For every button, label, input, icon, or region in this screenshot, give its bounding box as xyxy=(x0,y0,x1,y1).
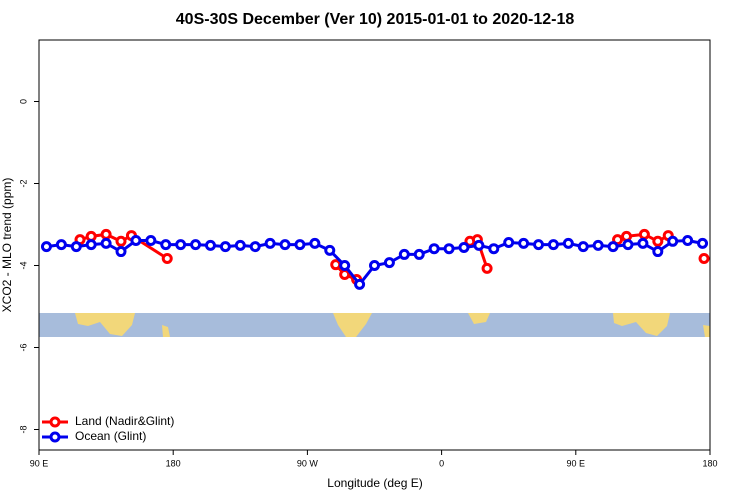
point xyxy=(354,278,366,290)
point xyxy=(339,269,351,281)
point xyxy=(70,241,82,253)
point xyxy=(518,237,530,249)
point xyxy=(161,253,173,265)
point xyxy=(488,243,500,255)
map-strip xyxy=(39,313,710,337)
point xyxy=(607,241,619,253)
point xyxy=(547,239,559,251)
point xyxy=(339,260,351,271)
x-tick-label: 180 xyxy=(702,458,717,468)
point xyxy=(562,237,574,249)
x-tick-label: 0 xyxy=(439,458,444,468)
point xyxy=(620,230,632,242)
point xyxy=(622,239,634,251)
legend-label: Land (Nadir&Glint) xyxy=(75,414,174,428)
point xyxy=(130,234,142,246)
point xyxy=(145,234,157,246)
point xyxy=(473,239,485,251)
y-tick-label: 0 xyxy=(18,99,28,104)
point xyxy=(592,239,604,251)
point xyxy=(249,241,261,253)
point xyxy=(637,237,649,249)
point xyxy=(577,241,589,253)
chart-title: 40S-30S December (Ver 10) 2015-01-01 to … xyxy=(176,11,575,28)
point xyxy=(115,235,127,247)
point xyxy=(443,243,455,255)
point xyxy=(204,239,216,251)
point xyxy=(190,239,202,251)
point xyxy=(682,234,694,246)
point xyxy=(652,246,664,258)
series-line xyxy=(80,234,704,279)
point xyxy=(369,260,380,271)
point xyxy=(160,239,172,251)
point xyxy=(698,253,710,265)
point xyxy=(398,248,410,260)
point xyxy=(652,235,664,247)
y-axis-label: XCO2 - MLO trend (ppm) xyxy=(0,178,14,313)
point xyxy=(697,237,709,249)
x-axis-label: Longitude (deg E) xyxy=(327,476,422,490)
y-tick-label: -4 xyxy=(18,261,28,269)
x-tick-label: 90 E xyxy=(30,458,49,468)
point xyxy=(234,239,246,251)
point xyxy=(85,239,97,251)
point xyxy=(324,244,336,256)
y-tick-label: -8 xyxy=(18,425,28,433)
point xyxy=(100,237,112,249)
point xyxy=(55,239,67,251)
point xyxy=(40,241,52,253)
plot-frame xyxy=(38,39,711,451)
point xyxy=(100,228,112,240)
point xyxy=(383,257,395,269)
point xyxy=(533,239,545,251)
point xyxy=(330,259,342,271)
point xyxy=(294,239,306,251)
point xyxy=(413,248,425,260)
x-tick-label: 180 xyxy=(166,458,181,468)
point xyxy=(503,237,515,249)
point xyxy=(428,243,440,255)
legend-label: Ocean (Glint) xyxy=(75,429,146,443)
point xyxy=(638,228,650,240)
x-tick-label: 90 W xyxy=(297,458,319,468)
point xyxy=(458,241,470,253)
point xyxy=(219,241,231,253)
point xyxy=(667,235,679,247)
point xyxy=(279,239,291,251)
point xyxy=(481,262,493,274)
point xyxy=(264,237,276,249)
y-tick-label: -2 xyxy=(18,179,28,187)
legend: Land (Nadir&Glint) Ocean (Glint) xyxy=(42,414,174,443)
point xyxy=(309,237,321,249)
point xyxy=(175,239,187,251)
point xyxy=(115,246,127,258)
x-tick-label: 90 E xyxy=(567,458,586,468)
y-tick-label: -6 xyxy=(18,343,28,351)
